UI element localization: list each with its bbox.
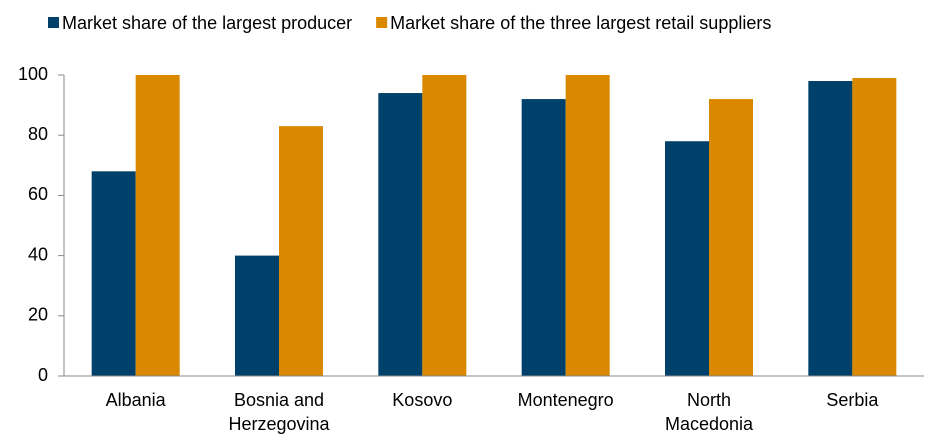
y-tick-label: 40 — [28, 244, 48, 264]
bar — [235, 255, 279, 376]
bar — [91, 171, 136, 376]
bar — [279, 126, 323, 376]
x-tick-label: Montenegro — [518, 390, 614, 410]
bar — [665, 141, 709, 376]
legend-swatch — [376, 17, 388, 28]
legend-swatch — [48, 17, 59, 28]
bar — [808, 81, 853, 377]
y-tick-label: 80 — [28, 124, 48, 144]
y-tick-label: 100 — [18, 64, 48, 84]
bar — [852, 78, 897, 376]
bar — [378, 93, 423, 376]
bar — [135, 75, 180, 376]
bar — [709, 99, 753, 376]
legend-label: Market share of the three largest retail… — [390, 13, 771, 33]
y-tick-label: 0 — [38, 365, 48, 385]
x-tick-label: Bosnia and Herzegovina — [228, 390, 330, 434]
x-tick-label: North Macedonia — [665, 390, 754, 434]
y-tick-label: 20 — [28, 305, 48, 325]
y-tick-label: 60 — [28, 184, 48, 204]
x-tick-label: Albania — [106, 390, 167, 410]
bar — [422, 75, 467, 376]
legend-label: Market share of the largest producer — [62, 13, 352, 33]
x-tick-label: Kosovo — [392, 390, 452, 410]
x-tick-label: Serbia — [826, 390, 879, 410]
bar — [565, 75, 610, 376]
bar — [521, 99, 566, 376]
